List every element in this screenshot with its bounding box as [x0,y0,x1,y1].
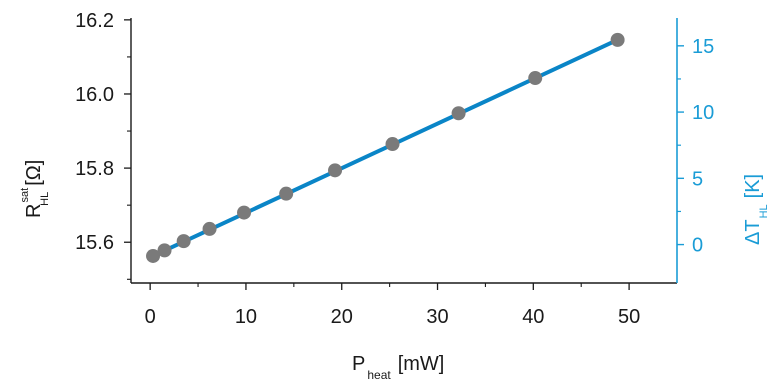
axes: 0 10 20 30 40 50 15.6 15.8 16.0 16.2 0 5 10 15 [75,10,714,328]
data-point [610,32,625,47]
y-ticks-right: 0 5 10 15 [677,36,714,257]
y-tick-label: 15.8 [75,158,114,180]
x-tick-label: 20 [331,306,353,328]
x-tick-label: 40 [522,306,544,328]
x-tick-label: 10 [235,306,257,328]
x-label-unit: [mW] [398,353,445,375]
y2-label-unit: [K] [742,174,764,198]
y-label-unit: [Ω] [23,160,45,186]
x-ticks: 0 10 20 30 40 50 [145,283,640,328]
svg-text:ΔTHL[K]: ΔTHL [K] [742,174,770,245]
data-point [146,248,161,263]
y-tick-label: 15.6 [75,232,114,254]
y2-label-main: ΔT [742,219,764,245]
y-ticks-left: 15.6 15.8 16.0 16.2 [75,10,131,280]
y2-tick-label: 15 [692,36,714,58]
fit-line [151,37,620,258]
y-axis-left-label: Rsat HL [Ω] [19,160,51,218]
y-label-sub: HL [39,192,51,206]
x-label-main: P [352,353,365,375]
y-axis-right-label: ΔTHL [K] [742,174,770,245]
x-tick-label: 50 [618,306,640,328]
data-point [385,137,400,152]
y-tick-label: 16.0 [75,84,114,106]
data-point [237,205,252,220]
data-point [451,106,466,121]
y2-label-sub: HL [758,204,770,218]
y-label-main: R [23,204,45,218]
data-points [146,32,625,263]
x-tick-label: 30 [426,306,448,328]
x-label-sub: heat [367,368,391,382]
data-point [279,186,294,201]
data-point [328,163,343,178]
data-point [528,71,543,86]
data-series [146,32,625,263]
y-label-sup: sat [19,188,31,203]
y-tick-label: 16.2 [75,10,114,32]
data-point [176,234,191,249]
y2-tick-label: 0 [692,235,703,257]
data-point [157,243,172,258]
data-point [202,221,217,236]
y2-tick-label: 10 [692,102,714,124]
y2-tick-label: 5 [692,168,703,190]
x-tick-label: 0 [145,306,156,328]
